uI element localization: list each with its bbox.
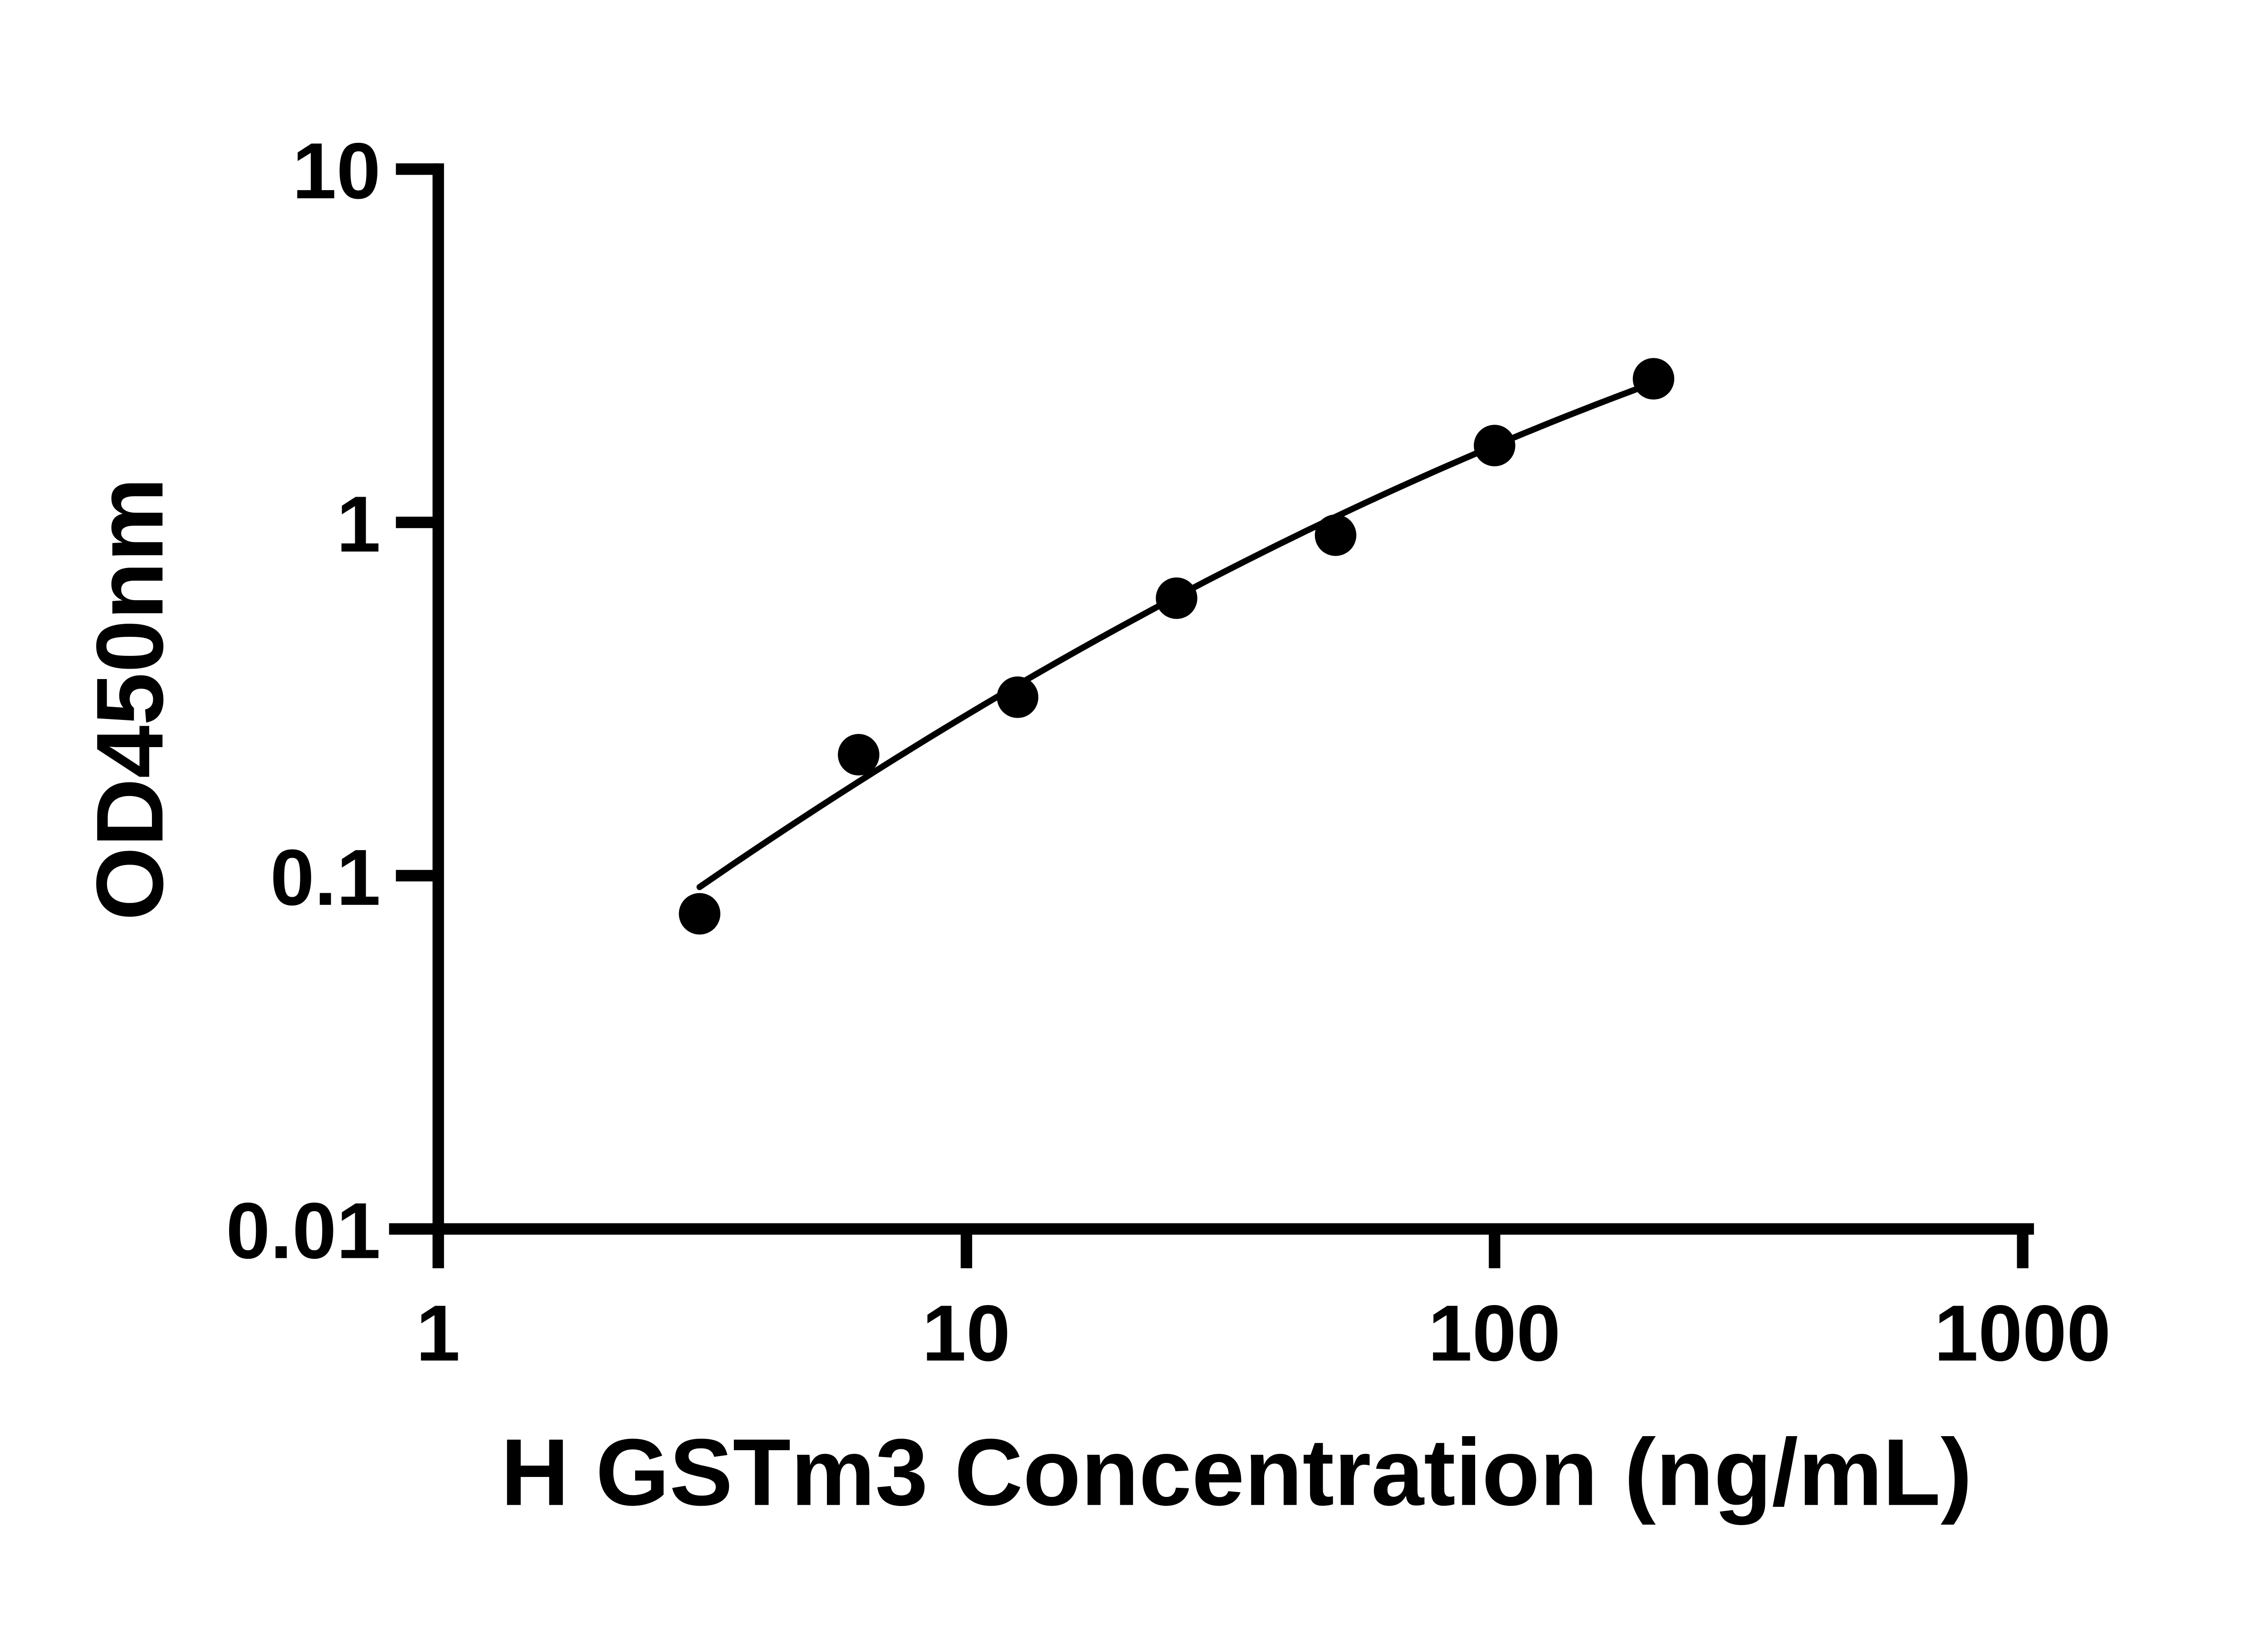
data-point (838, 734, 880, 776)
x-tick-label: 100 (1428, 1289, 1560, 1378)
data-point (1474, 425, 1515, 466)
y-axis-title: OD450nm (77, 477, 183, 920)
y-tick-label: 0.1 (270, 833, 381, 922)
x-tick-label: 1 (416, 1289, 460, 1378)
x-axis-title: H GSTm3 Concentration (ng/mL) (501, 1420, 1972, 1525)
x-tick-label: 1000 (1934, 1289, 2111, 1378)
y-tick-label: 1 (337, 480, 381, 569)
data-point (679, 893, 721, 935)
data-point (1633, 358, 1675, 400)
data-point (1156, 577, 1198, 619)
x-tick-label: 10 (922, 1289, 1011, 1378)
data-point (1315, 514, 1357, 556)
y-tick-label: 0.01 (226, 1187, 381, 1276)
data-point (997, 676, 1039, 718)
y-tick-label: 10 (292, 127, 381, 215)
